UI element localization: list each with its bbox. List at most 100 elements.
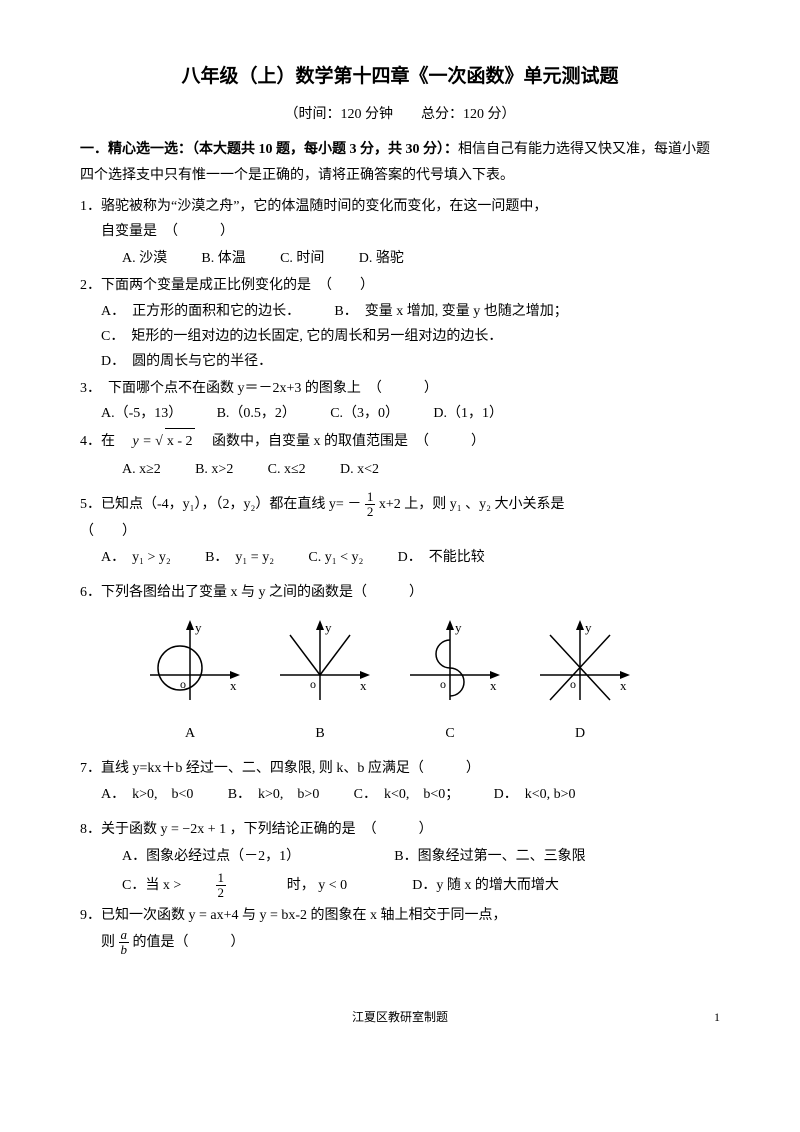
axis-y-label: y [455, 620, 462, 635]
q5-opt-b: B． y₁ = y₂ [205, 545, 274, 570]
q3: 3． 下面哪个点不在函数 y＝－2x+3 的图象上 （ ） A.（-5，13） … [80, 376, 720, 426]
q3-opt-c: C.（3，0） [330, 401, 399, 426]
chart-b-label: B [270, 721, 370, 746]
q4-opt-d: D. x<2 [340, 457, 379, 482]
q5-opt-d: D． 不能比较 [398, 545, 485, 570]
q8-c-frac: 1 2 [216, 871, 255, 901]
q5-opt-a: A． y₁ > y₂ [101, 545, 171, 570]
chart-d-label: D [530, 721, 630, 746]
q4-radicand: x - 2 [165, 428, 195, 454]
section1-bold: 一．精心选一选：（本大题共 10 题，每小题 3 分，共 30 分）： [80, 142, 458, 157]
section1-head: 一．精心选一选：（本大题共 10 题，每小题 3 分，共 30 分）：相信自己有… [80, 137, 720, 187]
q3-opt-d: D.（1，1） [433, 401, 503, 426]
q2-opt-b: B． 变量 x 增加, 变量 y 也随之增加； [334, 299, 567, 324]
subtitle: （时间：120 分钟 总分：120 分） [80, 102, 720, 127]
q3-options: A.（-5，13） B.（0.5，2） C.（3，0） D.（1，1） [80, 401, 720, 426]
q3-text: 3． 下面哪个点不在函数 y＝－2x+3 的图象上 （ ） [80, 376, 720, 401]
q5: 5．已知点（-4，y₁），（2，y₂）都在直线 y= － 1 2 x+2 上，则… [80, 490, 720, 570]
q5-frac-n: 1 [365, 490, 376, 505]
chart-a-label: A [140, 721, 240, 746]
q3-opt-a: A.（-5，13） [101, 401, 182, 426]
q9-line2: 则 a b 的值是（ ） [80, 928, 720, 958]
q9-post: 的值是（ ） [133, 935, 245, 950]
q5-text: 5．已知点（-4，y₁），（2，y₂）都在直线 y= － 1 2 x+2 上，则… [80, 490, 720, 520]
q2-opt-d: D． 圆的周长与它的半径． [80, 349, 720, 374]
q1-opt-b: B. 体温 [201, 246, 245, 271]
q7-opt-b: B． k>0, b>0 [228, 782, 320, 807]
q5-paren: （ ） [80, 519, 720, 544]
q3-opt-b: B.（0.5，2） [217, 401, 296, 426]
q7-opt-a: A． k>0, b<0 [101, 782, 193, 807]
footer-center: 江夏区教研室制题 [80, 1007, 720, 1029]
q8-row1: A．图象必经过点（－2，1） B．图象经过第一、二、三象限 [80, 844, 720, 869]
q2-text: 2．下面两个变量是成正比例变化的是 （ ） [80, 273, 720, 298]
footer-page: 1 [714, 1007, 720, 1029]
chart-a-svg: y x o [140, 620, 240, 710]
q9: 9．已知一次函数 y = ax+4 与 y = bx-2 的图象在 x 轴上相交… [80, 903, 720, 958]
q8-row2: C．当 x > 1 2 时， y < 0 D．y 随 x 的增大而增大 [80, 871, 720, 901]
chart-d: y x o D [530, 620, 630, 746]
chart-c-label: C [400, 721, 500, 746]
q5-options: A． y₁ > y₂ B． y₁ = y₂ C. y₁ < y₂ D． 不能比较 [80, 545, 720, 570]
q4-opt-b: B. x>2 [195, 457, 233, 482]
q7-text: 7．直线 y=kx＋b 经过一、二、四象限, 则 k、b 应满足（ ） [80, 756, 720, 781]
q8-text: 8．关于函数 y = −2x + 1 ，下列结论正确的是 （ ） [80, 817, 720, 842]
q2: 2．下面两个变量是成正比例变化的是 （ ） A． 正方形的面积和它的边长． B．… [80, 273, 720, 374]
q9-frac-n: a [119, 928, 130, 943]
chart-c-svg: y x o [400, 620, 500, 710]
q9-frac-d: b [119, 943, 130, 957]
origin-label: o [180, 677, 186, 691]
q8-opt-b: B．图象经过第一、二、三象限 [394, 844, 585, 869]
q4-pre: 4．在 [80, 434, 129, 449]
q1-text: 1．骆驼被称为“沙漠之舟”，它的体温随时间的变化而变化，在这一问题中， [80, 194, 720, 219]
q4-text: 4．在 y = x - 2 函数中，自变量 x 的取值范围是 （ ） [80, 428, 720, 454]
q6: 6．下列各图给出了变量 x 与 y 之间的函数是（ ） y x o A [80, 580, 720, 747]
q8-opt-c: C．当 x > 1 2 时， y < 0 [122, 871, 378, 901]
origin-label: o [570, 677, 576, 691]
q2-opt-c: C． 矩形的一组对边的边长固定, 它的周长和另一组对边的边长． [80, 324, 720, 349]
q1-opt-a: A. 沙漠 [122, 246, 167, 271]
sqrt-icon: x - 2 [155, 434, 194, 449]
axis-y-label: y [585, 620, 592, 635]
q4-post: 函数中，自变量 x 的取值范围是 （ ） [198, 434, 485, 449]
q7-opt-d: D． k<0, b>0 [494, 782, 576, 807]
q4-options: A. x≥2 B. x>2 C. x≤2 D. x<2 [80, 457, 720, 482]
q5-frac-d: 2 [365, 505, 376, 519]
q9-text: 9．已知一次函数 y = ax+4 与 y = bx-2 的图象在 x 轴上相交… [80, 903, 720, 928]
q8-opt-a: A．图象必经过点（－2，1） [122, 844, 360, 869]
axis-x-label: x [230, 678, 237, 693]
chart-d-svg: y x o [530, 620, 630, 710]
q9-pre: 则 [101, 935, 115, 950]
q1-text2: 自变量是 （ ） [80, 219, 720, 244]
q5-pre: 5．已知点（-4，y₁），（2，y₂）都在直线 y= － [80, 497, 361, 512]
q8-opt-d: D．y 随 x 的增大而增大 [412, 873, 559, 898]
chart-b-svg: y x o [270, 620, 370, 710]
q4-opt-c: C. x≤2 [268, 457, 306, 482]
q5-frac: 1 2 [365, 490, 376, 520]
chart-a: y x o A [140, 620, 240, 746]
q4: 4．在 y = x - 2 函数中，自变量 x 的取值范围是 （ ） A. x≥… [80, 428, 720, 481]
q1: 1．骆驼被称为“沙漠之舟”，它的体温随时间的变化而变化，在这一问题中， 自变量是… [80, 194, 720, 272]
chart-c: y x o C [400, 620, 500, 746]
q6-charts: y x o A y x o B [80, 620, 720, 746]
axis-y-label: y [195, 620, 202, 635]
q8-c-post: 时， y < 0 [287, 873, 347, 898]
q8-c-frac-d: 2 [216, 886, 227, 900]
q4-opt-a: A. x≥2 [122, 457, 161, 482]
q1-opt-c: C. 时间 [280, 246, 324, 271]
q2-line-ab: A． 正方形的面积和它的边长． B． 变量 x 增加, 变量 y 也随之增加； [80, 299, 720, 324]
q8-c-frac-n: 1 [216, 871, 227, 886]
origin-label: o [310, 677, 316, 691]
axis-x-label: x [620, 678, 627, 693]
q5-opt-c: C. y₁ < y₂ [308, 545, 363, 570]
q4-formula-left: y = [133, 434, 152, 449]
q7-options: A． k>0, b<0 B． k>0, b>0 C． k<0, b<0； D． … [80, 782, 720, 807]
axis-x-label: x [490, 678, 497, 693]
axis-y-label: y [325, 620, 332, 635]
q2-opt-a: A． 正方形的面积和它的边长． [101, 299, 300, 324]
q5-post: x+2 上，则 y₁ 、y₂ 大小关系是 [379, 497, 565, 512]
q7: 7．直线 y=kx＋b 经过一、二、四象限, 则 k、b 应满足（ ） A． k… [80, 756, 720, 806]
q8-c-pre: C．当 x > [122, 873, 181, 898]
origin-label: o [440, 677, 446, 691]
q1-opt-d: D. 骆驼 [359, 246, 404, 271]
